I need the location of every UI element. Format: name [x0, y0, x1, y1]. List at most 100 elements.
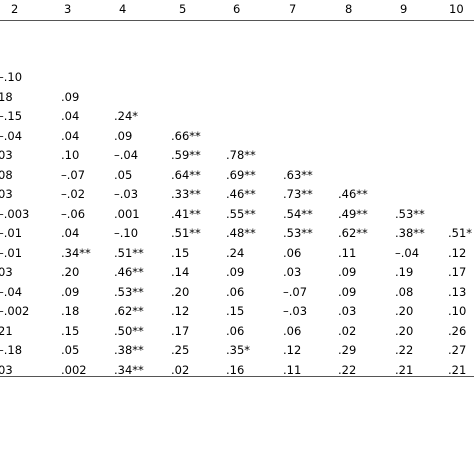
table-cell: –.04	[395, 245, 420, 260]
table-cell: .14	[171, 265, 190, 279]
table-cell: .55**	[226, 206, 256, 221]
table-cell: .02	[171, 362, 190, 377]
table-cell: .35*	[226, 343, 251, 357]
table-cell: .06	[283, 323, 302, 338]
column-header-3: 3	[64, 2, 72, 16]
table-cell: .59**	[171, 148, 201, 162]
table-cell: .10	[448, 304, 467, 318]
table-cell: –.03	[283, 304, 308, 318]
table-cell: .04	[61, 226, 80, 240]
table-cell: .25	[171, 343, 190, 357]
table-cell: .15	[171, 245, 190, 260]
column-header-2: 2	[11, 2, 19, 16]
table-cell: .04	[61, 128, 80, 143]
column-header-4: 4	[119, 2, 127, 16]
table-cell: .53**	[395, 206, 425, 221]
table-cell: .54**	[283, 206, 313, 221]
table-cell: .20	[171, 284, 190, 299]
table-cell: .02	[338, 323, 357, 338]
table-cell: –.15	[0, 109, 23, 123]
column-header-6: 6	[233, 2, 241, 16]
table-cell: .78**	[226, 148, 256, 162]
table-cell: –.06	[61, 206, 86, 221]
table-cell: .62**	[114, 304, 144, 318]
table-cell: .08	[395, 284, 414, 299]
table-cell: 18	[0, 89, 13, 104]
table-cell: .22	[395, 343, 414, 357]
table-cell: .09	[338, 284, 357, 299]
table-cell: .05	[114, 167, 133, 182]
table-cell: –.04	[0, 284, 23, 299]
table-cell: .66**	[171, 128, 201, 143]
table-cell: .46**	[226, 187, 256, 201]
table-cell: .16	[226, 362, 245, 377]
table-cell: .05	[61, 343, 80, 357]
table-cell: –.01	[0, 245, 23, 260]
table-cell: –.07	[61, 167, 86, 182]
table-cell: .19	[395, 265, 414, 279]
table-cell: –.01	[0, 226, 23, 240]
table-cell: .03	[283, 265, 302, 279]
table-cell: .04	[61, 109, 80, 123]
table-cell: .06	[283, 245, 302, 260]
table-cell: .13	[448, 284, 467, 299]
table-cell: .06	[226, 284, 245, 299]
table-cell: .41**	[171, 206, 201, 221]
column-header-10: 10	[449, 2, 464, 16]
table-cell: .50**	[114, 323, 144, 338]
table-cell: .15	[61, 323, 80, 338]
table-cell: .18	[61, 304, 80, 318]
table-cell: –.10	[114, 226, 139, 240]
table-cell: .24	[226, 245, 245, 260]
table-cell: –.10	[0, 70, 23, 84]
table-cell: .09	[114, 128, 133, 143]
table-cell: .21	[448, 362, 467, 377]
table-cell: .27	[448, 343, 467, 357]
table-cell: –.07	[283, 284, 308, 299]
table-cell: .03	[338, 304, 357, 318]
table-cell: .12	[448, 245, 467, 260]
table-cell: –.002	[0, 304, 30, 318]
table-cell: .38**	[395, 226, 425, 240]
table-cell: .51**	[171, 226, 201, 240]
table-cell: .09	[226, 265, 245, 279]
table-cell: .12	[283, 343, 302, 357]
bottom-rule	[0, 376, 474, 377]
table-cell: .46**	[114, 265, 144, 279]
table-cell: .11	[338, 245, 357, 260]
table-cell: 08	[0, 167, 13, 182]
table-cell: 03	[0, 362, 13, 377]
table-cell: .33**	[171, 187, 201, 201]
table-cell: .34**	[114, 362, 144, 377]
table-cell: .51**	[114, 245, 144, 260]
table-cell: .21	[395, 362, 414, 377]
column-header-5: 5	[179, 2, 187, 16]
table-cell: 21	[0, 323, 13, 338]
table-cell: .24*	[114, 109, 139, 123]
table-cell: .002	[61, 362, 87, 377]
table-cell: .22	[338, 362, 357, 377]
table-cell: –.03	[114, 187, 139, 201]
top-rule	[0, 20, 474, 21]
table-cell: .69**	[226, 167, 256, 182]
table-cell: –.18	[0, 343, 23, 357]
table-cell: .29	[338, 343, 357, 357]
table-cell: .53**	[114, 284, 144, 299]
table-cell: .09	[61, 89, 80, 104]
table-cell: 03	[0, 187, 13, 201]
table-cell: –.003	[0, 206, 30, 221]
table-cell: .64**	[171, 167, 201, 182]
table-cell: .73**	[283, 187, 313, 201]
table-cell: .09	[338, 265, 357, 279]
table-cell: .63**	[283, 167, 313, 182]
table-cell: .34**	[61, 245, 91, 260]
table-cell: .06	[226, 323, 245, 338]
table-cell: .20	[395, 323, 414, 338]
table-cell: .26	[448, 323, 467, 338]
table-cell: .46**	[338, 187, 368, 201]
table-cell: .20	[395, 304, 414, 318]
table-cell: .20	[61, 265, 80, 279]
table-cell: .001	[114, 206, 140, 221]
table-cell: .51*	[448, 226, 473, 240]
